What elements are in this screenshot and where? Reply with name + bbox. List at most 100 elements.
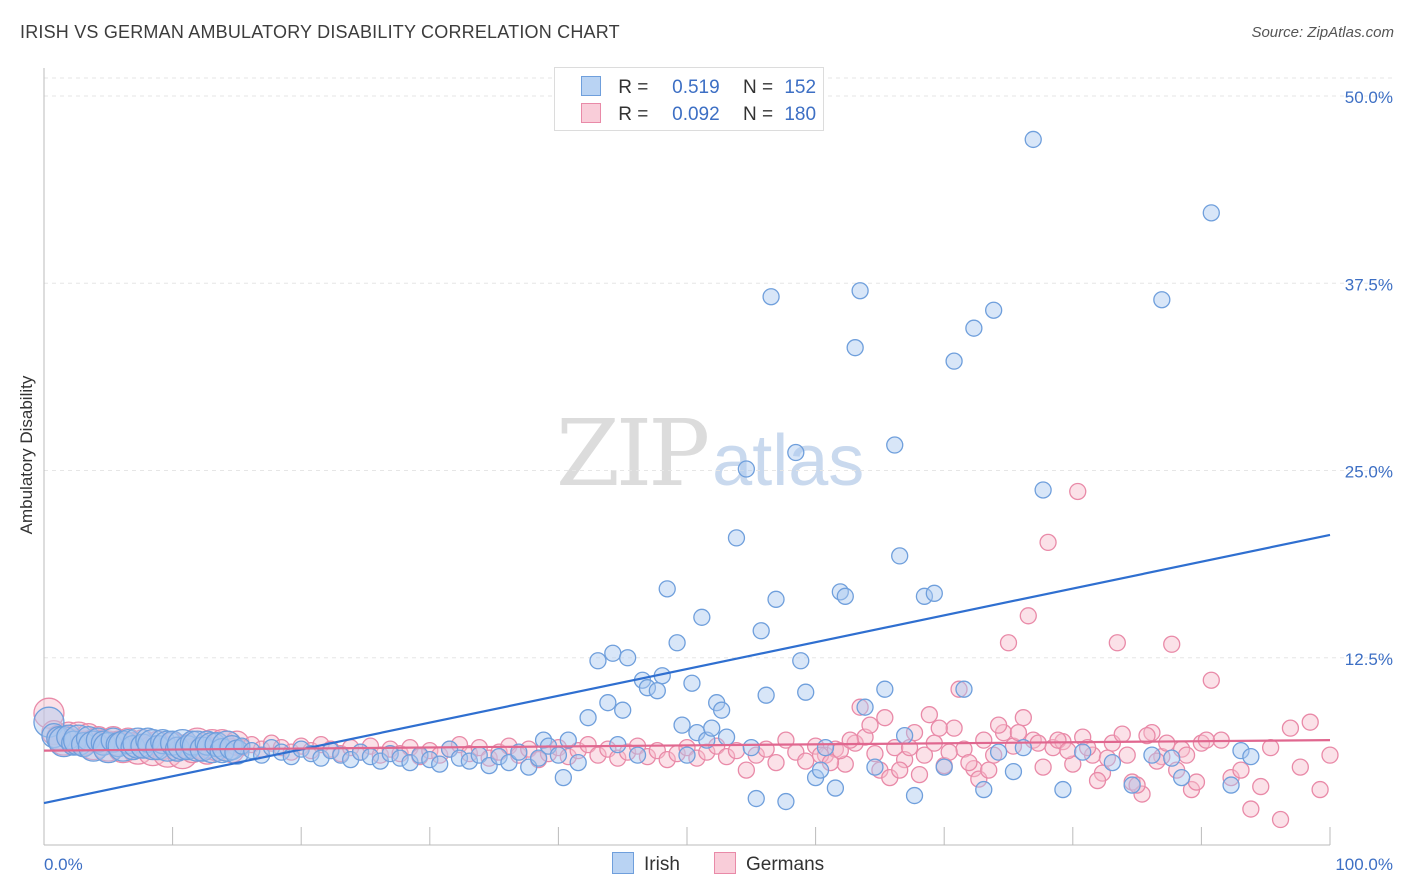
irish-point: [816, 738, 835, 757]
german-point: [876, 709, 894, 727]
german-point: [1039, 533, 1057, 552]
irish-point: [757, 686, 775, 704]
irish-point: [391, 749, 409, 767]
german-point: [915, 746, 934, 764]
irish-point: [1074, 743, 1092, 761]
german-point: [767, 753, 785, 772]
legend-r-value: 0.092: [672, 104, 720, 125]
irish-point: [554, 768, 572, 787]
chart-title: IRISH VS GERMAN AMBULATORY DISABILITY CO…: [20, 22, 620, 42]
german-point: [1009, 724, 1028, 742]
legend-item-irish: Irish: [612, 852, 680, 876]
legend-label-germans: Germans: [746, 854, 825, 875]
irish-point: [1034, 481, 1052, 499]
german-point: [1049, 731, 1067, 749]
irish-point: [797, 683, 815, 701]
german-point: [658, 750, 676, 769]
irish-point: [549, 746, 568, 764]
irish-point: [886, 436, 904, 454]
german-point: [851, 698, 869, 716]
irish-point: [510, 743, 528, 761]
irish-point: [876, 680, 894, 698]
german-point: [980, 761, 998, 779]
irish-point: [1163, 749, 1181, 767]
german-point: [609, 749, 627, 767]
irish-point: [604, 644, 622, 662]
legend-n-value: 152: [784, 77, 817, 98]
irish-point: [693, 608, 711, 626]
irish-point: [935, 758, 953, 776]
german-point: [1118, 746, 1136, 764]
irish-point: [777, 792, 795, 811]
german-point: [1271, 810, 1290, 829]
german-point: [861, 716, 879, 734]
german-point: [1291, 758, 1309, 776]
german-point: [1108, 634, 1126, 652]
german-point: [841, 731, 859, 749]
irish-point: [85, 727, 112, 753]
irish-point: [529, 749, 548, 767]
german-point: [1321, 746, 1339, 764]
german-point: [975, 731, 993, 749]
german-point: [1088, 771, 1107, 790]
irish-point: [1222, 776, 1240, 794]
irish-point: [381, 744, 399, 763]
irish-point: [747, 789, 765, 808]
german-point: [1019, 607, 1037, 625]
irish-point: [742, 738, 760, 757]
german-point: [940, 743, 958, 761]
irish-point: [638, 679, 657, 697]
german-point: [757, 740, 775, 758]
irish-point: [851, 282, 869, 300]
german-point: [945, 719, 963, 737]
irish-point: [895, 726, 914, 745]
german-point: [950, 680, 968, 698]
irish-point: [599, 694, 617, 712]
zipatlas-watermark: ZIPatlas: [556, 400, 864, 507]
german-point: [866, 744, 884, 763]
irish-point: [431, 755, 449, 773]
irish-point: [683, 674, 701, 692]
german-point: [920, 706, 939, 724]
y-tick-label: 12.5%: [1345, 650, 1393, 669]
german-point: [1138, 726, 1156, 745]
irish-point: [905, 786, 924, 805]
irish-point: [1054, 780, 1072, 799]
german-point: [737, 761, 756, 779]
german-point: [1014, 709, 1032, 727]
irish-point: [787, 443, 805, 462]
irish-point: [1103, 753, 1122, 772]
germans-legend-swatch: [714, 852, 736, 874]
irish-point: [500, 753, 518, 772]
y-tick-label: 37.5%: [1345, 275, 1393, 294]
irish-point: [891, 547, 909, 565]
irish-point: [1123, 776, 1141, 794]
german-point: [910, 765, 929, 784]
irish-point: [836, 587, 854, 605]
legend-r-value: 0.519: [672, 77, 720, 98]
irish-point: [658, 580, 676, 598]
watermark-zip: ZIP: [556, 400, 710, 507]
irish-point: [985, 301, 1003, 319]
german-point: [1163, 635, 1181, 653]
irish-point: [712, 701, 731, 719]
legend-n-label: N =: [742, 104, 774, 125]
irish-point: [811, 761, 830, 779]
germans-swatch: [581, 103, 601, 123]
irish-point: [648, 682, 666, 700]
irish-point: [767, 590, 785, 608]
irish-legend-swatch: [612, 852, 634, 874]
irish-point: [579, 709, 597, 727]
legend-r-label: R =: [618, 77, 649, 98]
irish-point: [717, 728, 736, 746]
irish-point: [678, 746, 696, 764]
irish-point: [1153, 291, 1171, 309]
irish-point: [673, 716, 691, 734]
irish-point: [826, 779, 845, 797]
irish-point: [866, 758, 884, 776]
irish-trendline: [43, 533, 1331, 805]
german-point: [1311, 780, 1329, 799]
irish-point: [925, 584, 943, 602]
german-point: [999, 634, 1018, 652]
german-point: [1187, 773, 1206, 791]
